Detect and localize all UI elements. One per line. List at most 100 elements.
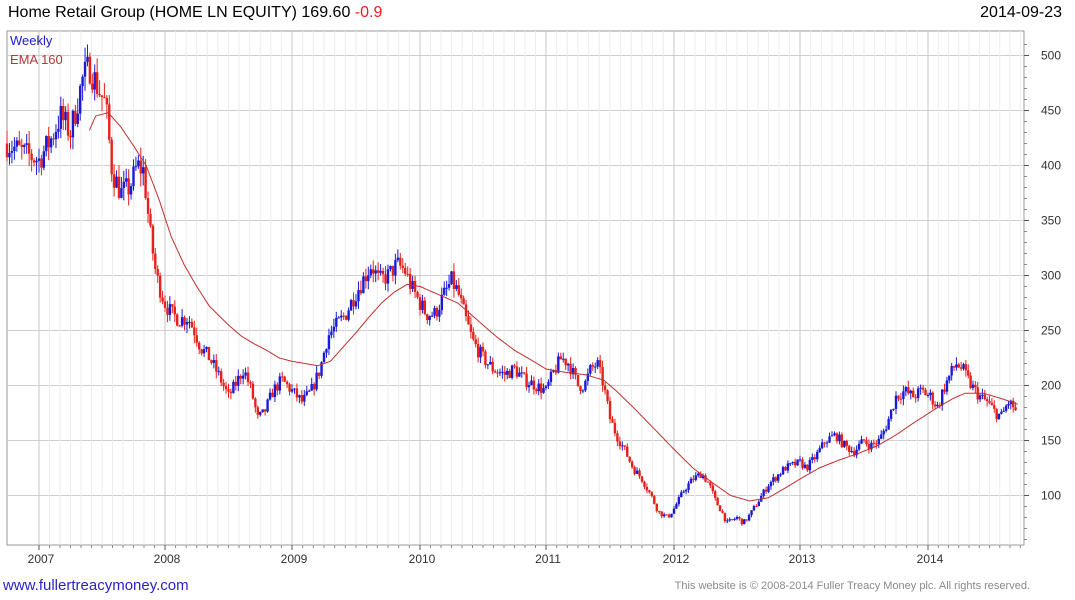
candle-body — [74, 110, 77, 124]
candle-body — [904, 387, 908, 392]
candle-body — [459, 294, 463, 299]
x-tick-label: 2012 — [663, 552, 690, 566]
candle-body — [899, 398, 903, 400]
x-tick-label: 2008 — [154, 552, 181, 566]
candle-body — [909, 390, 912, 394]
candle-body — [239, 375, 242, 379]
candle-body — [522, 372, 526, 374]
candle-body — [689, 478, 693, 484]
candle-body — [481, 346, 485, 352]
candle-body — [8, 152, 11, 158]
candle-body — [47, 136, 50, 148]
candle-body — [633, 467, 636, 474]
candle-body — [764, 489, 768, 492]
candle-body — [207, 346, 211, 361]
candle-body — [845, 441, 848, 446]
candle-body — [779, 474, 782, 476]
candle-body — [726, 520, 729, 522]
candle-body — [440, 294, 444, 311]
x-tick-label: 2011 — [535, 552, 561, 566]
candle-body — [23, 145, 26, 147]
candle-body — [45, 136, 48, 152]
candle-body — [426, 314, 429, 321]
candle-body — [298, 395, 301, 398]
candle-body — [728, 519, 731, 521]
y-tick-label: 400 — [1041, 159, 1061, 173]
candle-body — [88, 56, 92, 84]
candle-body — [894, 395, 898, 409]
candle-body — [217, 371, 220, 373]
candle-body — [721, 511, 724, 513]
candle-body — [190, 321, 194, 328]
candle-body — [682, 491, 685, 493]
candle-body — [352, 300, 355, 307]
candle-body — [197, 342, 201, 350]
candle-body — [418, 297, 422, 310]
candle-body — [132, 166, 135, 187]
candle-body — [889, 409, 893, 419]
candle-body — [755, 506, 758, 508]
candle-body — [76, 113, 79, 124]
candle-body — [623, 445, 626, 447]
candle-body — [564, 358, 567, 366]
candle-body — [527, 385, 531, 388]
candle-body — [518, 372, 521, 377]
candle-body — [862, 439, 866, 441]
y-tick-label: 200 — [1041, 379, 1061, 393]
candle-body — [64, 111, 67, 121]
candle-body — [660, 511, 663, 517]
candle-body — [995, 408, 998, 420]
candle-body — [697, 473, 700, 476]
candle-body — [594, 366, 597, 368]
candle-body — [404, 267, 407, 274]
candle-body — [185, 321, 189, 325]
candle-body — [479, 346, 482, 358]
candle-body — [877, 438, 880, 445]
candle-body — [151, 225, 155, 254]
candle-body — [263, 409, 267, 412]
candle-body — [798, 459, 802, 461]
candle-body — [801, 459, 804, 468]
x-tick-label: 2013 — [789, 552, 816, 566]
candle-body — [357, 290, 360, 302]
x-tick-label: 2009 — [281, 552, 308, 566]
candle-body — [1000, 411, 1003, 414]
candle-body — [882, 430, 885, 435]
candle-body — [943, 389, 946, 392]
candle-body — [227, 389, 230, 392]
candle-body — [330, 331, 333, 336]
candle-body — [503, 371, 507, 375]
candle-body — [776, 474, 780, 481]
candle-body — [838, 434, 841, 442]
candle-body — [840, 434, 844, 447]
candle-body — [1009, 400, 1013, 405]
candle-body — [421, 300, 424, 310]
price-change: -0.9 — [354, 4, 383, 21]
candle-body — [816, 451, 819, 460]
candle-body — [813, 457, 816, 460]
candle-body — [825, 442, 829, 444]
candle-body — [486, 364, 490, 366]
candle-body — [969, 375, 972, 388]
candle-body — [246, 372, 250, 383]
candle-body — [750, 510, 753, 515]
candle-body — [166, 307, 169, 315]
website-link[interactable]: www.fullertreacymoney.com — [3, 577, 189, 594]
candle-body — [914, 397, 917, 399]
candle-body — [811, 457, 814, 461]
candle-body — [1012, 400, 1015, 408]
candle-body — [566, 363, 570, 366]
candle-body — [35, 160, 38, 163]
candle-body — [803, 464, 807, 468]
candle-body — [224, 385, 228, 390]
candle-body — [271, 392, 274, 398]
candle-body — [54, 131, 58, 140]
candle-body — [389, 265, 392, 270]
candle-body — [959, 367, 963, 369]
candle-body — [103, 97, 106, 99]
candle-body — [308, 390, 311, 392]
candle-body — [945, 380, 949, 392]
candle-body — [635, 470, 639, 474]
candle-body — [709, 482, 712, 486]
candle-body — [100, 95, 104, 98]
